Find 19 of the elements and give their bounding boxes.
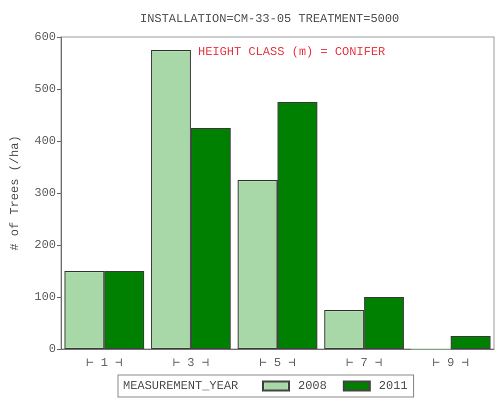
y-axis-title: # of Trees (/ha) (8, 135, 22, 251)
x-tick-label: ⊢ 1 ⊣ (86, 356, 122, 370)
x-tick-label: ⊢ 7 ⊣ (346, 356, 382, 370)
legend-title: MEASUREMENT_YEAR (123, 379, 238, 393)
x-tick-label: ⊢ 9 ⊣ (432, 356, 469, 370)
x-tick-label: ⊢ 5 ⊣ (259, 356, 296, 370)
y-tick-label: 500 (34, 82, 56, 96)
y-tick-label: 0 (48, 342, 56, 356)
chart-title: INSTALLATION=CM-33-05 TREATMENT=5000 (140, 12, 400, 26)
y-tick-label: 200 (34, 238, 56, 252)
legend-label: 2008 (298, 379, 327, 393)
x-tick-label: ⊢ 3 ⊣ (172, 356, 209, 370)
y-tick-label: 300 (34, 186, 56, 200)
legend-label: 2011 (378, 379, 408, 393)
y-tick-label: 400 (34, 134, 56, 148)
y-tick-label: 600 (34, 30, 56, 44)
bar (450, 336, 491, 349)
y-tick-label: 100 (34, 290, 56, 304)
annotation: HEIGHT CLASS (m) = CONIFER (198, 45, 386, 59)
